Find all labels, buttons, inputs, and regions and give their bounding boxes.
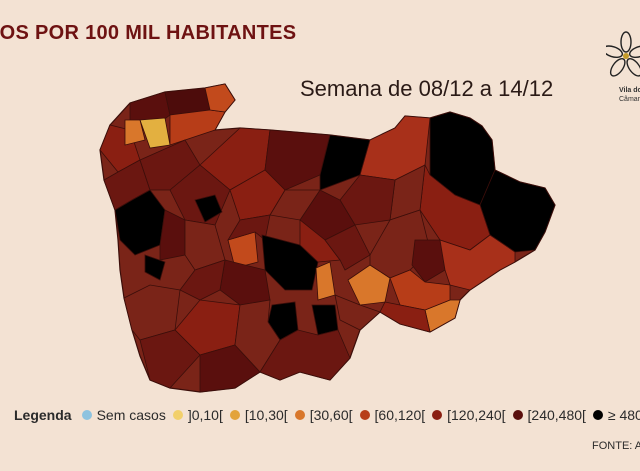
map-legend: Legenda Sem casos ]0,10[ [10,30[ [30,60[… xyxy=(14,405,640,425)
legend-item-30-60: [30,60[ xyxy=(294,407,353,423)
legend-swatch xyxy=(294,410,305,420)
municipality xyxy=(259,329,351,381)
legend-item-120-240: [120,240[ xyxy=(432,407,506,423)
legend-label: [30,60[ xyxy=(309,407,353,423)
municipality xyxy=(319,134,371,191)
municipality xyxy=(227,214,271,241)
logo-caption: Vila do Câmara M xyxy=(619,86,640,104)
legend-swatch xyxy=(592,410,603,420)
municipality xyxy=(339,174,396,226)
municipality xyxy=(204,83,236,113)
municipality xyxy=(347,264,391,306)
legend-label: ]0,10[ xyxy=(187,407,223,423)
municipality xyxy=(334,294,381,331)
municipality xyxy=(194,194,223,223)
legend-swatch xyxy=(432,410,443,420)
municipality xyxy=(439,234,516,291)
legend-label: ≥ 480 xyxy=(607,407,640,423)
legend-item-240-480: [240,480[ xyxy=(512,407,586,423)
municipality xyxy=(324,224,371,271)
legend-label: [120,240[ xyxy=(447,407,506,423)
municipality xyxy=(124,119,146,146)
municipality xyxy=(411,239,446,283)
legend-item-60-120: [60,120[ xyxy=(359,407,426,423)
legend-label: [10,30[ xyxy=(244,407,288,423)
legend-swatch xyxy=(359,410,370,420)
municipality xyxy=(139,329,201,389)
legend-title: Legenda xyxy=(14,407,72,423)
legend-item-480-plus: ≥ 480 xyxy=(592,407,640,423)
municipality xyxy=(299,219,341,263)
legend-swatch xyxy=(512,410,523,420)
municipality xyxy=(159,209,186,261)
legend-item-10-30: [10,30[ xyxy=(229,407,288,423)
logo-line-1: Vila do xyxy=(619,87,640,94)
municipality xyxy=(229,169,286,221)
map-title: SOS POR 100 MIL HABITANTES xyxy=(0,22,297,44)
week-label: Semana de 08/12 a 14/12 xyxy=(300,76,554,101)
legend-swatch xyxy=(172,410,183,420)
municipality xyxy=(199,344,261,393)
legend-item-sem-casos: Sem casos xyxy=(81,407,166,423)
legend-label: Sem casos xyxy=(96,407,166,423)
flower-logo-icon xyxy=(606,31,640,77)
legend-swatch xyxy=(229,410,240,420)
source-credit: FONTE: AR xyxy=(592,440,640,452)
logo-line-2: Câmara M xyxy=(619,96,640,103)
municipality xyxy=(264,129,331,191)
legend-swatch xyxy=(81,410,92,420)
legend-label: [60,120[ xyxy=(374,407,426,423)
municipality xyxy=(144,254,166,281)
legend-label: [240,480[ xyxy=(527,407,586,423)
legend-item-0-10: ]0,10[ xyxy=(172,407,223,423)
municipality xyxy=(179,259,226,301)
